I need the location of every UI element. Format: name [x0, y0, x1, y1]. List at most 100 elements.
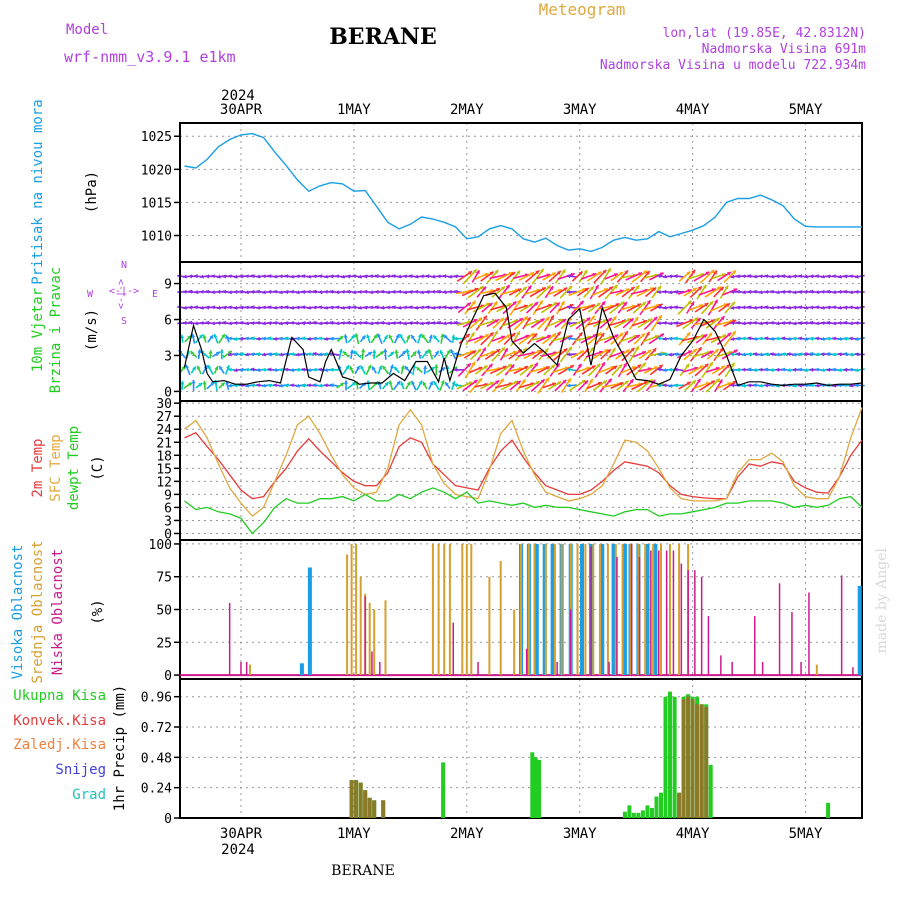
wind-arrowhead: [437, 305, 441, 310]
wind-arrowhead: [307, 274, 311, 279]
total-rain-bar: [533, 757, 538, 818]
high-cloud-bar: [645, 543, 650, 675]
wind-arrowhead: [539, 300, 543, 305]
wind-arrowhead: [820, 352, 825, 357]
wind-arrowhead: [345, 365, 349, 370]
bottom-year-label: 2024: [221, 842, 255, 858]
wind-arrowhead: [377, 333, 381, 338]
wind-arrowhead: [335, 290, 339, 295]
wind-arrowhead: [341, 305, 345, 310]
wind-arrowhead: [732, 270, 736, 275]
wind-arrowhead: [267, 321, 272, 326]
wind-arrowhead: [657, 352, 661, 357]
wind-arrowhead: [233, 321, 238, 326]
ytick-label-0: 0: [164, 812, 172, 827]
wind-arrowhead: [657, 274, 661, 279]
wind-arrowhead: [809, 351, 814, 356]
wind-arrowhead: [522, 287, 527, 291]
wind-arrowhead: [422, 381, 427, 386]
wind-arrowhead: [473, 380, 478, 384]
wind-arrowhead: [429, 381, 433, 386]
mid-cloud-bar: [527, 543, 530, 675]
wind-arrowhead: [488, 303, 493, 307]
wind-arrowhead: [747, 367, 752, 372]
total-rain-bar: [537, 759, 542, 818]
wind-arrowhead: [592, 272, 597, 277]
high-cloud-bar: [611, 543, 616, 675]
wind-arrowhead: [804, 336, 808, 341]
wind-arrowhead: [747, 274, 752, 279]
wind-arrowhead: [696, 317, 701, 322]
high-cloud-bar: [622, 543, 627, 675]
wind-arrowhead: [386, 305, 390, 310]
cloud-ylabel: Visoka Oblacnost: [10, 545, 26, 680]
wind-arrowhead: [710, 269, 715, 274]
wind-arrowhead: [809, 320, 814, 325]
wind-arrowhead: [815, 367, 819, 372]
wind-arrowhead: [613, 284, 618, 289]
wind-arrowhead: [343, 380, 348, 384]
wind-arrowhead: [284, 383, 288, 388]
wind-arrowhead: [511, 332, 516, 337]
wind-arrowhead: [194, 274, 198, 279]
wind-arrowhead: [546, 273, 551, 278]
wind-arrowhead: [394, 366, 398, 371]
low-cloud-bar: [379, 662, 381, 676]
wind-arrowhead: [657, 290, 661, 295]
high-cloud-bar: [307, 567, 312, 675]
ytick-label-0: 1010: [141, 230, 172, 245]
wind-arrowhead: [324, 352, 328, 357]
wind-arrowhead: [674, 383, 678, 388]
low-cloud-bar: [569, 609, 572, 676]
wind-arrowhead: [368, 352, 372, 356]
wind-arrowhead: [420, 321, 424, 326]
ytick-label-0: 0: [164, 669, 172, 684]
wind-arrowhead: [453, 336, 458, 341]
wind-arrowhead: [826, 320, 831, 325]
top-date-axis: 2024 30APR 1MAY 2MAY 3MAY 4MAY 5MAY: [220, 88, 823, 118]
wind-arrowhead: [713, 270, 717, 275]
wind-arrowhead: [442, 274, 447, 279]
wind-arrowhead: [722, 334, 727, 339]
wind-arrowhead: [764, 352, 768, 357]
wind-arrowhead: [245, 305, 249, 310]
wind-arrowhead: [854, 305, 859, 310]
panel-frame: [179, 122, 863, 263]
wind-arrowhead: [301, 321, 305, 326]
wind-arrowhead: [546, 285, 551, 290]
wind-arrowhead: [465, 334, 470, 338]
wind-arrowhead: [501, 347, 505, 352]
wind-arrowhead: [341, 289, 345, 294]
wind-arrowhead: [363, 305, 368, 310]
wind-arrowhead: [372, 349, 377, 354]
wind-arrowhead: [566, 367, 571, 372]
wind-arrowhead: [222, 274, 226, 279]
wind-arrowhead: [662, 305, 667, 310]
wind-arrowhead: [405, 348, 410, 353]
wind-arrowhead: [591, 365, 596, 370]
wind-arrowhead: [318, 290, 322, 295]
wind-arrowhead: [312, 289, 317, 294]
wind-arrowhead: [185, 364, 190, 369]
wind-ylabel: 10m Vjetar: [30, 288, 46, 372]
wind-arrowhead: [388, 380, 393, 385]
wind-arrowhead: [826, 352, 831, 356]
wind-arrowhead: [262, 274, 266, 279]
temp-ylabel-b: SFC Temp: [48, 434, 64, 501]
wind-arrowhead: [764, 383, 768, 388]
wind-arrowhead: [815, 290, 819, 295]
total-rain-bar: [640, 810, 645, 818]
wind-arrowhead: [753, 274, 757, 279]
wind-arrowhead: [642, 351, 646, 355]
wind-arrowhead: [792, 290, 797, 295]
wind-arrowhead: [843, 336, 847, 341]
low-cloud-bar: [761, 662, 764, 676]
high-cloud-bar: [857, 585, 862, 676]
wind-arrowhead: [560, 301, 565, 306]
low-cloud-bar: [731, 662, 733, 676]
mid-cloud-bar: [443, 543, 446, 675]
ytick-label-1: 1015: [141, 196, 172, 211]
wind-arrowhead: [256, 336, 260, 341]
low-cloud-bar: [754, 616, 756, 676]
wind-arrowhead: [382, 365, 387, 370]
